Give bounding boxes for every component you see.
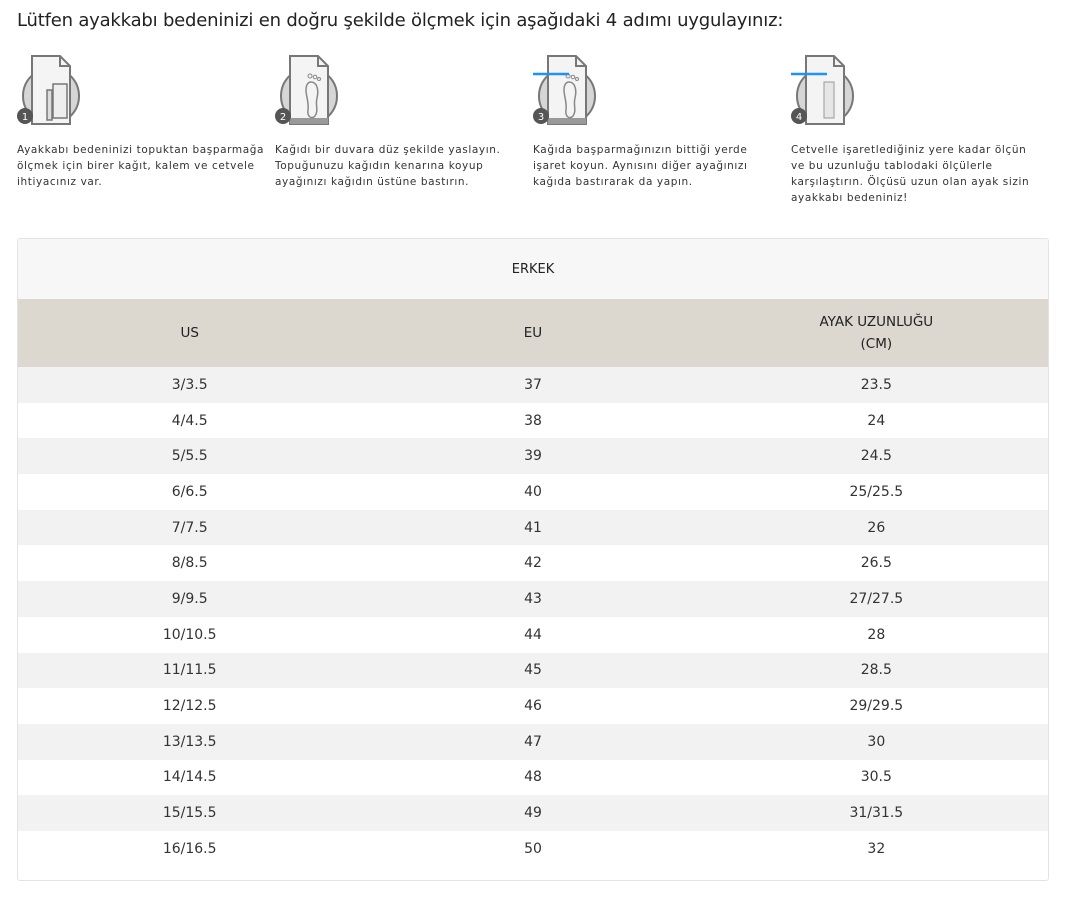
cell-us: 10/10.5 (162, 626, 217, 643)
column-header-eu: EU (523, 325, 543, 341)
step-number: 3 (538, 112, 544, 123)
cell-us: 14/14.5 (162, 769, 217, 786)
table-row: 5/5.5 39 24.5 (18, 438, 1048, 475)
cell-us: 6/6.5 (171, 483, 208, 500)
table-row: 7/7.5 41 26 (18, 509, 1048, 546)
step-1: 1 Ayakkabı bedeninizi topuktan başparmağa… (17, 52, 267, 190)
column-header-foot-length: AYAK UZUNLUĞU (CM) (819, 314, 934, 352)
table-row: 4/4.5 38 24 (18, 403, 1048, 439)
cell-us: 13/13.5 (162, 733, 217, 750)
cell-us: 12/12.5 (162, 698, 217, 715)
cell-eu: 41 (524, 519, 542, 536)
cell-foot-length: 25/25.5 (849, 483, 904, 500)
step-3: 3 Kağıda başparmağınızın bittiği yerde iş… (533, 52, 783, 190)
step-number: 1 (22, 112, 28, 123)
cell-foot-length: 24.5 (860, 448, 892, 465)
cell-foot-length: 29/29.5 (849, 698, 904, 715)
cell-eu: 42 (524, 555, 542, 572)
cell-foot-length: 30 (867, 733, 886, 750)
step-text: Ayakkabı bedeninizi topuktan başparmağa … (17, 144, 265, 188)
cell-us: 15/15.5 (162, 805, 217, 822)
cell-eu: 48 (524, 769, 542, 786)
cell-us: 5/5.5 (171, 448, 208, 465)
cell-eu: 46 (524, 698, 542, 715)
table-row: 12/12.5 46 29/29.5 (18, 688, 1048, 724)
step-text: Cetvelle işaretlediğiniz yere kadar ölçü… (791, 144, 1030, 204)
table-row: 9/9.5 43 27/27.5 (18, 581, 1048, 617)
table-row: 15/15.5 49 31/31.5 (18, 795, 1048, 831)
step-4: 4 Cetvelle işaretlediğiniz yere kadar ölç… (791, 52, 1041, 206)
table-row: 10/10.5 44 28 (18, 617, 1048, 653)
cell-foot-length: 28.5 (860, 662, 892, 679)
cell-eu: 39 (524, 448, 542, 465)
table-row: 3/3.5 37 23.5 (18, 367, 1048, 403)
cell-us: 8/8.5 (171, 555, 208, 572)
cell-foot-length: 27/27.5 (849, 590, 904, 607)
cell-eu: 40 (524, 483, 542, 500)
cell-foot-length: 26.5 (860, 555, 892, 572)
size-table: ERKEK US EU AYAK UZUNLUĞU (CM) 3/3.5 37 23… (17, 238, 1049, 881)
cell-foot-length: 24 (867, 412, 886, 429)
table-row: 11/11.5 45 28.5 (18, 652, 1048, 689)
cell-foot-length: 31/31.5 (849, 805, 904, 822)
step-text: Kağıda başparmağınızın bittiği yerde işa… (533, 144, 748, 188)
cell-us: 16/16.5 (162, 840, 217, 857)
step-2: 2 Kağıdı bir duvara düz şekilde yaslayın.… (275, 52, 525, 190)
step-number: 4 (796, 112, 802, 123)
cell-foot-length: 26 (867, 519, 886, 536)
cell-us: 4/4.5 (171, 412, 208, 429)
table-row: 13/13.5 47 30 (18, 723, 1048, 760)
table-row: 8/8.5 42 26.5 (18, 545, 1048, 581)
cell-eu: 44 (524, 626, 542, 643)
cell-eu: 37 (524, 376, 542, 393)
table-title: ERKEK (18, 239, 1048, 299)
cell-foot-length: 32 (867, 840, 886, 857)
cell-us: 11/11.5 (162, 662, 217, 679)
cell-eu: 45 (524, 662, 542, 679)
cell-foot-length: 28 (867, 626, 886, 643)
ruler-measure-icon: 4 (791, 55, 854, 125)
cell-us: 7/7.5 (171, 519, 208, 536)
table-row: 14/14.5 48 30.5 (18, 760, 1048, 796)
cell-eu: 50 (524, 840, 542, 857)
step-number: 2 (280, 112, 286, 123)
table-row: 16/16.5 50 32 (18, 831, 1048, 867)
cell-eu: 38 (524, 412, 542, 429)
footprint-on-paper-icon: 2 (275, 55, 338, 125)
cell-eu: 49 (524, 805, 542, 822)
cell-foot-length: 30.5 (860, 769, 892, 786)
table-row: 6/6.5 40 25/25.5 (18, 474, 1048, 510)
step-text: Kağıdı bir duvara düz şekilde yaslayın. … (275, 144, 501, 188)
cell-eu: 43 (524, 590, 542, 607)
cell-us: 3/3.5 (171, 376, 208, 393)
table-header-row: US EU AYAK UZUNLUĞU (CM) (18, 299, 1048, 367)
cell-foot-length: 23.5 (860, 376, 892, 393)
cell-us: 9/9.5 (171, 590, 208, 607)
page-heading: Lütfen ayakkabı bedeninizi en doğru şeki… (17, 10, 784, 31)
cell-eu: 47 (524, 733, 542, 750)
column-header-us: US (180, 325, 199, 341)
paper-pencil-ruler-icon: 1 (17, 55, 80, 125)
footprint-mark-icon: 3 (533, 55, 596, 125)
